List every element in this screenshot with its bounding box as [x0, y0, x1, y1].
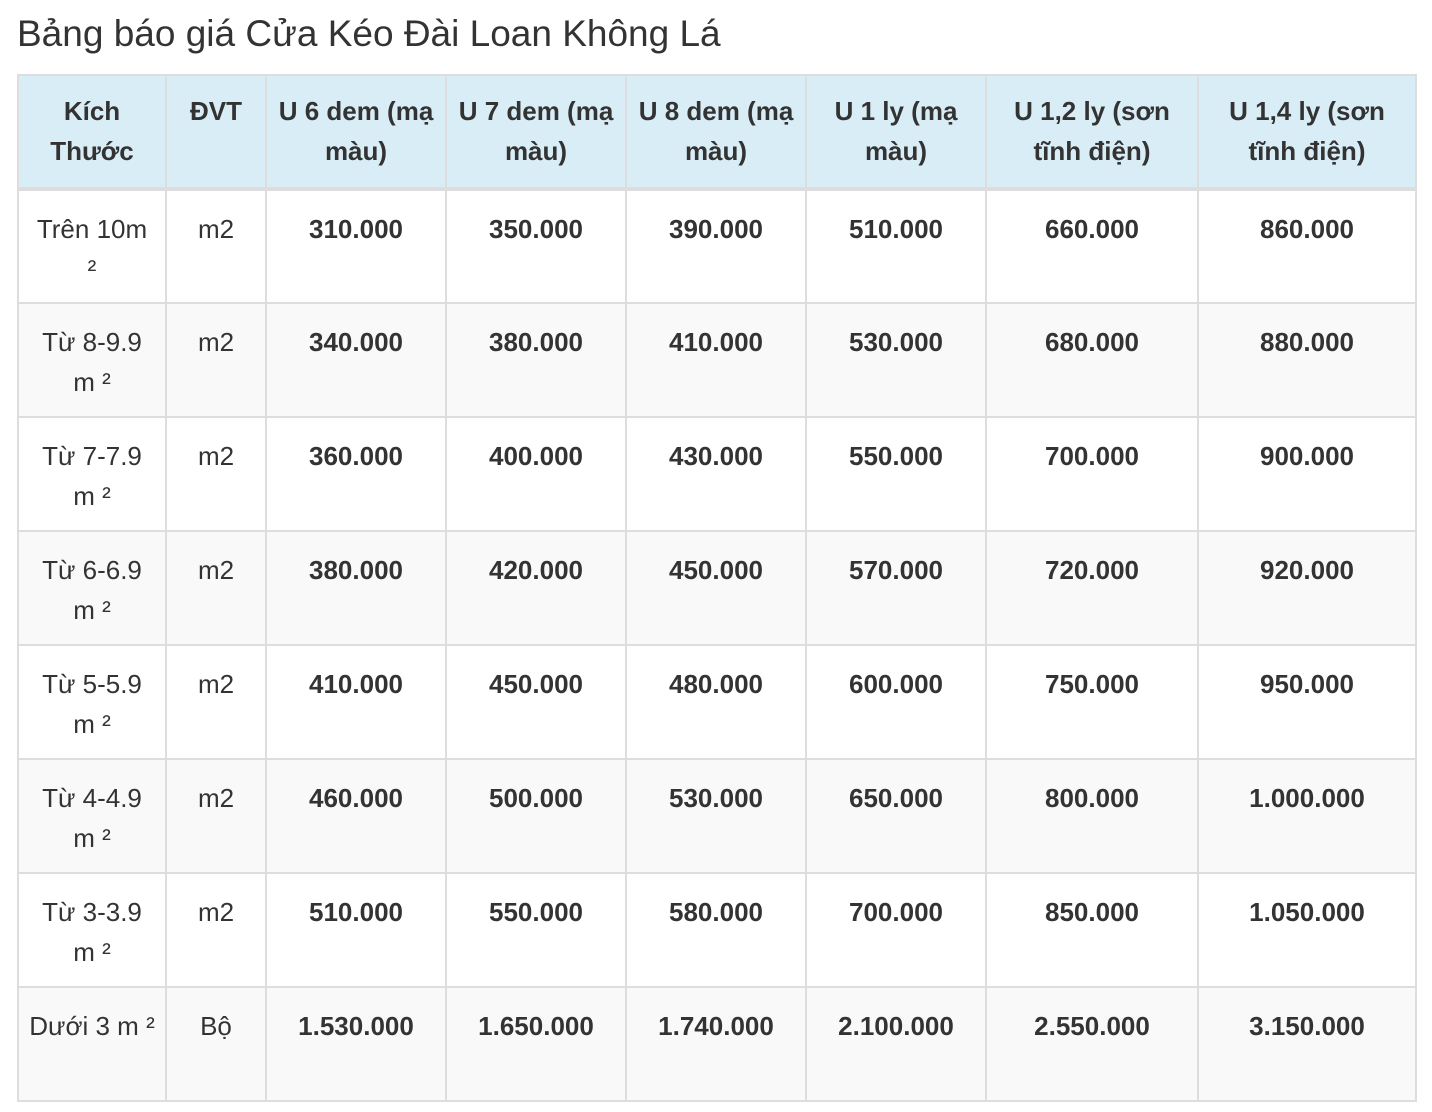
header-u7: U 7 dem (mạ màu)	[445, 74, 627, 191]
price-cell: 500.000	[445, 758, 627, 874]
table-header-row: Kích Thước ĐVT U 6 dem (mạ màu) U 7 dem …	[17, 74, 1417, 191]
price-cell: 860.000	[1197, 188, 1417, 304]
price-cell: 1.740.000	[625, 986, 807, 1102]
table-row: Dưới 3 m ² Bộ 1.530.000 1.650.000 1.740.…	[17, 986, 1417, 1102]
price-cell: 480.000	[625, 644, 807, 760]
price-cell: 510.000	[265, 872, 447, 988]
price-cell: 2.100.000	[805, 986, 987, 1102]
price-cell: 380.000	[265, 530, 447, 646]
header-u6: U 6 dem (mạ màu)	[265, 74, 447, 191]
table-row: Từ 7-7.9 m ² m2 360.000 400.000 430.000 …	[17, 416, 1417, 532]
price-cell: 920.000	[1197, 530, 1417, 646]
price-cell: 530.000	[625, 758, 807, 874]
price-cell: 580.000	[625, 872, 807, 988]
size-cell: Từ 3-3.9 m ²	[17, 872, 167, 988]
size-cell: Từ 7-7.9 m ²	[17, 416, 167, 532]
price-cell: 550.000	[805, 416, 987, 532]
table-row: Từ 6-6.9 m ² m2 380.000 420.000 450.000 …	[17, 530, 1417, 646]
price-cell: 410.000	[625, 302, 807, 418]
unit-cell: m2	[165, 758, 267, 874]
price-cell: 550.000	[445, 872, 627, 988]
price-cell: 720.000	[985, 530, 1199, 646]
price-cell: 420.000	[445, 530, 627, 646]
price-cell: 450.000	[445, 644, 627, 760]
price-cell: 1.530.000	[265, 986, 447, 1102]
size-cell: Từ 4-4.9 m ²	[17, 758, 167, 874]
table-row: Từ 5-5.9 m ² m2 410.000 450.000 480.000 …	[17, 644, 1417, 760]
unit-cell: m2	[165, 188, 267, 304]
page-title: Bảng báo giá Cửa Kéo Đài Loan Không Lá	[17, 13, 721, 54]
price-table: Kích Thước ĐVT U 6 dem (mạ màu) U 7 dem …	[17, 74, 1417, 1102]
header-u14: U 1,4 ly (sơn tĩnh điện)	[1197, 74, 1417, 191]
price-cell: 660.000	[985, 188, 1199, 304]
price-cell: 700.000	[985, 416, 1199, 532]
header-u1: U 1 ly (mạ màu)	[805, 74, 987, 191]
price-cell: 360.000	[265, 416, 447, 532]
header-unit: ĐVT	[165, 74, 267, 191]
size-cell: Dưới 3 m ²	[17, 986, 167, 1102]
unit-cell: m2	[165, 530, 267, 646]
price-cell: 850.000	[985, 872, 1199, 988]
table-row: Từ 4-4.9 m ² m2 460.000 500.000 530.000 …	[17, 758, 1417, 874]
price-cell: 680.000	[985, 302, 1199, 418]
price-cell: 650.000	[805, 758, 987, 874]
price-cell: 450.000	[625, 530, 807, 646]
price-cell: 1.650.000	[445, 986, 627, 1102]
price-cell: 1.050.000	[1197, 872, 1417, 988]
price-cell: 400.000	[445, 416, 627, 532]
price-cell: 880.000	[1197, 302, 1417, 418]
price-cell: 900.000	[1197, 416, 1417, 532]
price-cell: 750.000	[985, 644, 1199, 760]
unit-cell: m2	[165, 302, 267, 418]
table-row: Từ 8-9.9 m ² m2 340.000 380.000 410.000 …	[17, 302, 1417, 418]
price-cell: 460.000	[265, 758, 447, 874]
price-cell: 350.000	[445, 188, 627, 304]
table-row: Từ 3-3.9 m ² m2 510.000 550.000 580.000 …	[17, 872, 1417, 988]
price-cell: 410.000	[265, 644, 447, 760]
price-cell: 530.000	[805, 302, 987, 418]
table-row: Trên 10m ² m2 310.000 350.000 390.000 51…	[17, 188, 1417, 304]
unit-cell: m2	[165, 872, 267, 988]
price-cell: 3.150.000	[1197, 986, 1417, 1102]
unit-cell: m2	[165, 644, 267, 760]
size-cell: Từ 8-9.9 m ²	[17, 302, 167, 418]
header-size: Kích Thước	[17, 74, 167, 191]
unit-cell: m2	[165, 416, 267, 532]
price-cell: 2.550.000	[985, 986, 1199, 1102]
price-cell: 700.000	[805, 872, 987, 988]
price-cell: 380.000	[445, 302, 627, 418]
price-cell: 510.000	[805, 188, 987, 304]
price-cell: 600.000	[805, 644, 987, 760]
price-cell: 570.000	[805, 530, 987, 646]
price-cell: 310.000	[265, 188, 447, 304]
price-cell: 390.000	[625, 188, 807, 304]
header-u8: U 8 dem (mạ màu)	[625, 74, 807, 191]
price-cell: 950.000	[1197, 644, 1417, 760]
unit-cell: Bộ	[165, 986, 267, 1102]
price-cell: 800.000	[985, 758, 1199, 874]
price-cell: 340.000	[265, 302, 447, 418]
size-cell: Từ 6-6.9 m ²	[17, 530, 167, 646]
price-cell: 430.000	[625, 416, 807, 532]
size-cell: Trên 10m ²	[17, 188, 167, 304]
size-cell: Từ 5-5.9 m ²	[17, 644, 167, 760]
price-cell: 1.000.000	[1197, 758, 1417, 874]
header-u12: U 1,2 ly (sơn tĩnh điện)	[985, 74, 1199, 191]
